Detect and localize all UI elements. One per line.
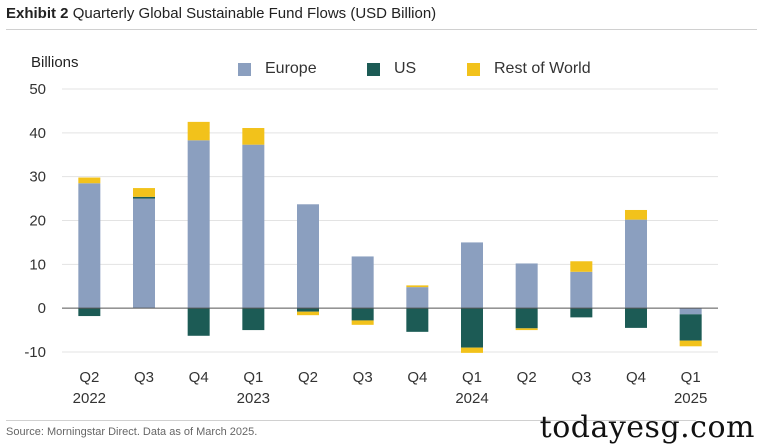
- x-tick-label: Q1: [462, 369, 482, 386]
- bar-europe: [133, 198, 155, 309]
- legend-label-europe: Europe: [265, 60, 317, 77]
- y-tick-label: 40: [29, 125, 46, 142]
- legend: Europe US Rest of World: [0, 60, 763, 82]
- legend-item-rest-of-world: Rest of World: [467, 60, 591, 78]
- x-tick-label: Q1: [243, 369, 263, 386]
- legend-item-us: US: [367, 60, 416, 78]
- bar-europe: [351, 256, 374, 309]
- bar-us: [515, 308, 538, 329]
- bar-europe: [461, 242, 483, 309]
- bar-us: [679, 314, 702, 341]
- source-divider: [6, 420, 696, 421]
- x-tick-label: Q4: [626, 369, 646, 386]
- bar-europe: [515, 263, 538, 309]
- watermark: todayesg.com: [539, 410, 755, 445]
- bar-rest-of-world: [187, 121, 210, 141]
- x-tick-label: Q2: [298, 369, 318, 386]
- chart-title: Exhibit 2 Quarterly Global Sustainable F…: [6, 5, 436, 22]
- bar-europe: [78, 183, 101, 309]
- y-tick-label: 0: [38, 300, 46, 317]
- bar-us: [297, 308, 319, 312]
- bar-europe: [570, 271, 593, 309]
- bar-rest-of-world: [406, 285, 429, 288]
- bar-us: [242, 308, 265, 331]
- bar-rest-of-world: [625, 209, 647, 220]
- legend-label-us: US: [394, 60, 417, 77]
- bar-us: [351, 308, 374, 321]
- x-tick-label: Q3: [353, 369, 373, 386]
- y-axis-label: Billions: [31, 54, 79, 71]
- y-tick-label: -10: [24, 344, 46, 361]
- bar-us: [625, 308, 647, 328]
- title-divider: [6, 29, 757, 30]
- bar-rest-of-world: [297, 311, 319, 316]
- source-note: Source: Morningstar Direct. Data as of M…: [6, 426, 258, 438]
- bar-rest-of-world: [242, 128, 265, 145]
- x-tick-label: Q4: [407, 369, 427, 386]
- x-tick-label: Q2: [517, 369, 537, 386]
- bar-rest-of-world: [461, 347, 483, 353]
- exhibit-label: Exhibit 2: [6, 5, 69, 22]
- bar-us: [187, 308, 210, 336]
- x-year-label: 2025: [674, 390, 707, 407]
- x-tick-label: Q2: [79, 369, 99, 386]
- x-year-label: 2023: [237, 390, 270, 407]
- x-year-label: 2024: [455, 390, 488, 407]
- y-tick-label: 30: [29, 169, 46, 186]
- y-tick-label: 10: [29, 256, 46, 273]
- bar-rest-of-world: [351, 320, 374, 325]
- bar-us: [461, 308, 483, 348]
- legend-swatch-rest-of-world: [467, 62, 480, 76]
- bar-europe: [297, 204, 319, 309]
- x-tick-label: Q3: [571, 369, 591, 386]
- bar-rest-of-world: [133, 188, 155, 197]
- legend-swatch-us: [367, 62, 380, 76]
- bar-rest-of-world: [679, 340, 702, 347]
- bar-europe: [242, 144, 265, 309]
- bar-europe: [406, 287, 429, 309]
- x-tick-label: Q4: [189, 369, 209, 386]
- y-tick-label: 50: [29, 81, 46, 98]
- bar-europe: [625, 219, 647, 309]
- legend-swatch-europe: [238, 62, 251, 76]
- bar-us: [406, 308, 429, 332]
- bar-us: [570, 308, 593, 318]
- x-tick-label: Q1: [681, 369, 701, 386]
- bar-rest-of-world: [78, 177, 101, 184]
- x-year-label: 2022: [73, 390, 106, 407]
- legend-item-europe: Europe: [238, 60, 317, 78]
- bar-rest-of-world: [570, 261, 593, 272]
- x-tick-label: Q3: [134, 369, 154, 386]
- bar-us: [133, 196, 155, 199]
- bar-europe: [679, 308, 702, 315]
- y-tick-label: 20: [29, 213, 46, 230]
- bar-rest-of-world: [515, 328, 538, 331]
- bar-us: [78, 308, 101, 317]
- legend-label-rest-of-world: Rest of World: [494, 60, 591, 77]
- bar-europe: [187, 140, 210, 309]
- title-text: Quarterly Global Sustainable Fund Flows …: [72, 5, 437, 22]
